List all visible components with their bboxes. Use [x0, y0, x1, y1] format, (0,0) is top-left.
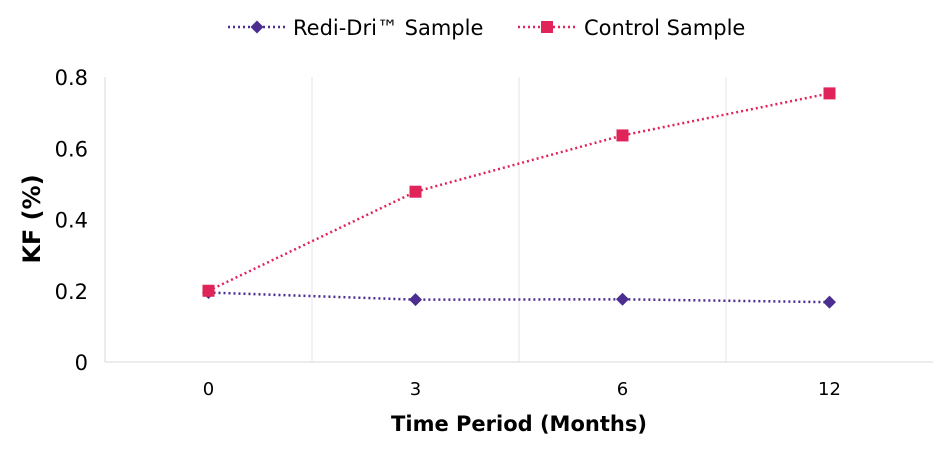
data-point-diamond: [409, 293, 422, 307]
legend-item: Redi-Dri™ Sample: [228, 16, 483, 40]
y-axis-title: KF (%): [18, 174, 46, 263]
x-axis-title: Time Period (Months): [391, 412, 647, 436]
x-tick-label: 0: [203, 379, 214, 400]
data-point-diamond: [823, 295, 836, 309]
series-layer: [202, 87, 836, 309]
series-control: [202, 87, 836, 297]
axis-layer: [104, 77, 933, 363]
legend-label: Control Sample: [584, 16, 745, 40]
legend-label: Redi-Dri™ Sample: [293, 16, 483, 40]
data-point-square: [823, 87, 836, 100]
legend-item: Control Sample: [518, 16, 745, 40]
legend: Redi-Dri™ Sample Control Sample: [228, 16, 745, 40]
legend-square-marker: [541, 21, 553, 33]
y-tick-label: 0.2: [55, 280, 88, 304]
grid-layer: [311, 77, 727, 362]
legend-diamond-marker: [250, 20, 264, 34]
y-tick-labels: 0 0.2 0.4 0.6 0.8: [55, 66, 88, 375]
x-tick-label: 3: [410, 379, 421, 400]
x-tick-labels: 0 3 6 12: [203, 379, 841, 400]
y-tick-label: 0.6: [55, 137, 88, 161]
data-point-square: [616, 129, 629, 142]
x-tick-label: 6: [617, 379, 628, 400]
y-tick-label: 0.4: [55, 209, 88, 233]
series-line: [208, 291, 830, 304]
y-tick-label: 0: [75, 351, 88, 375]
data-point-square: [409, 185, 422, 198]
series-line: [207, 92, 830, 292]
data-point-diamond: [616, 292, 629, 306]
x-tick-label: 12: [818, 379, 841, 400]
y-tick-label: 0.8: [55, 66, 88, 90]
data-point-square: [202, 284, 215, 297]
